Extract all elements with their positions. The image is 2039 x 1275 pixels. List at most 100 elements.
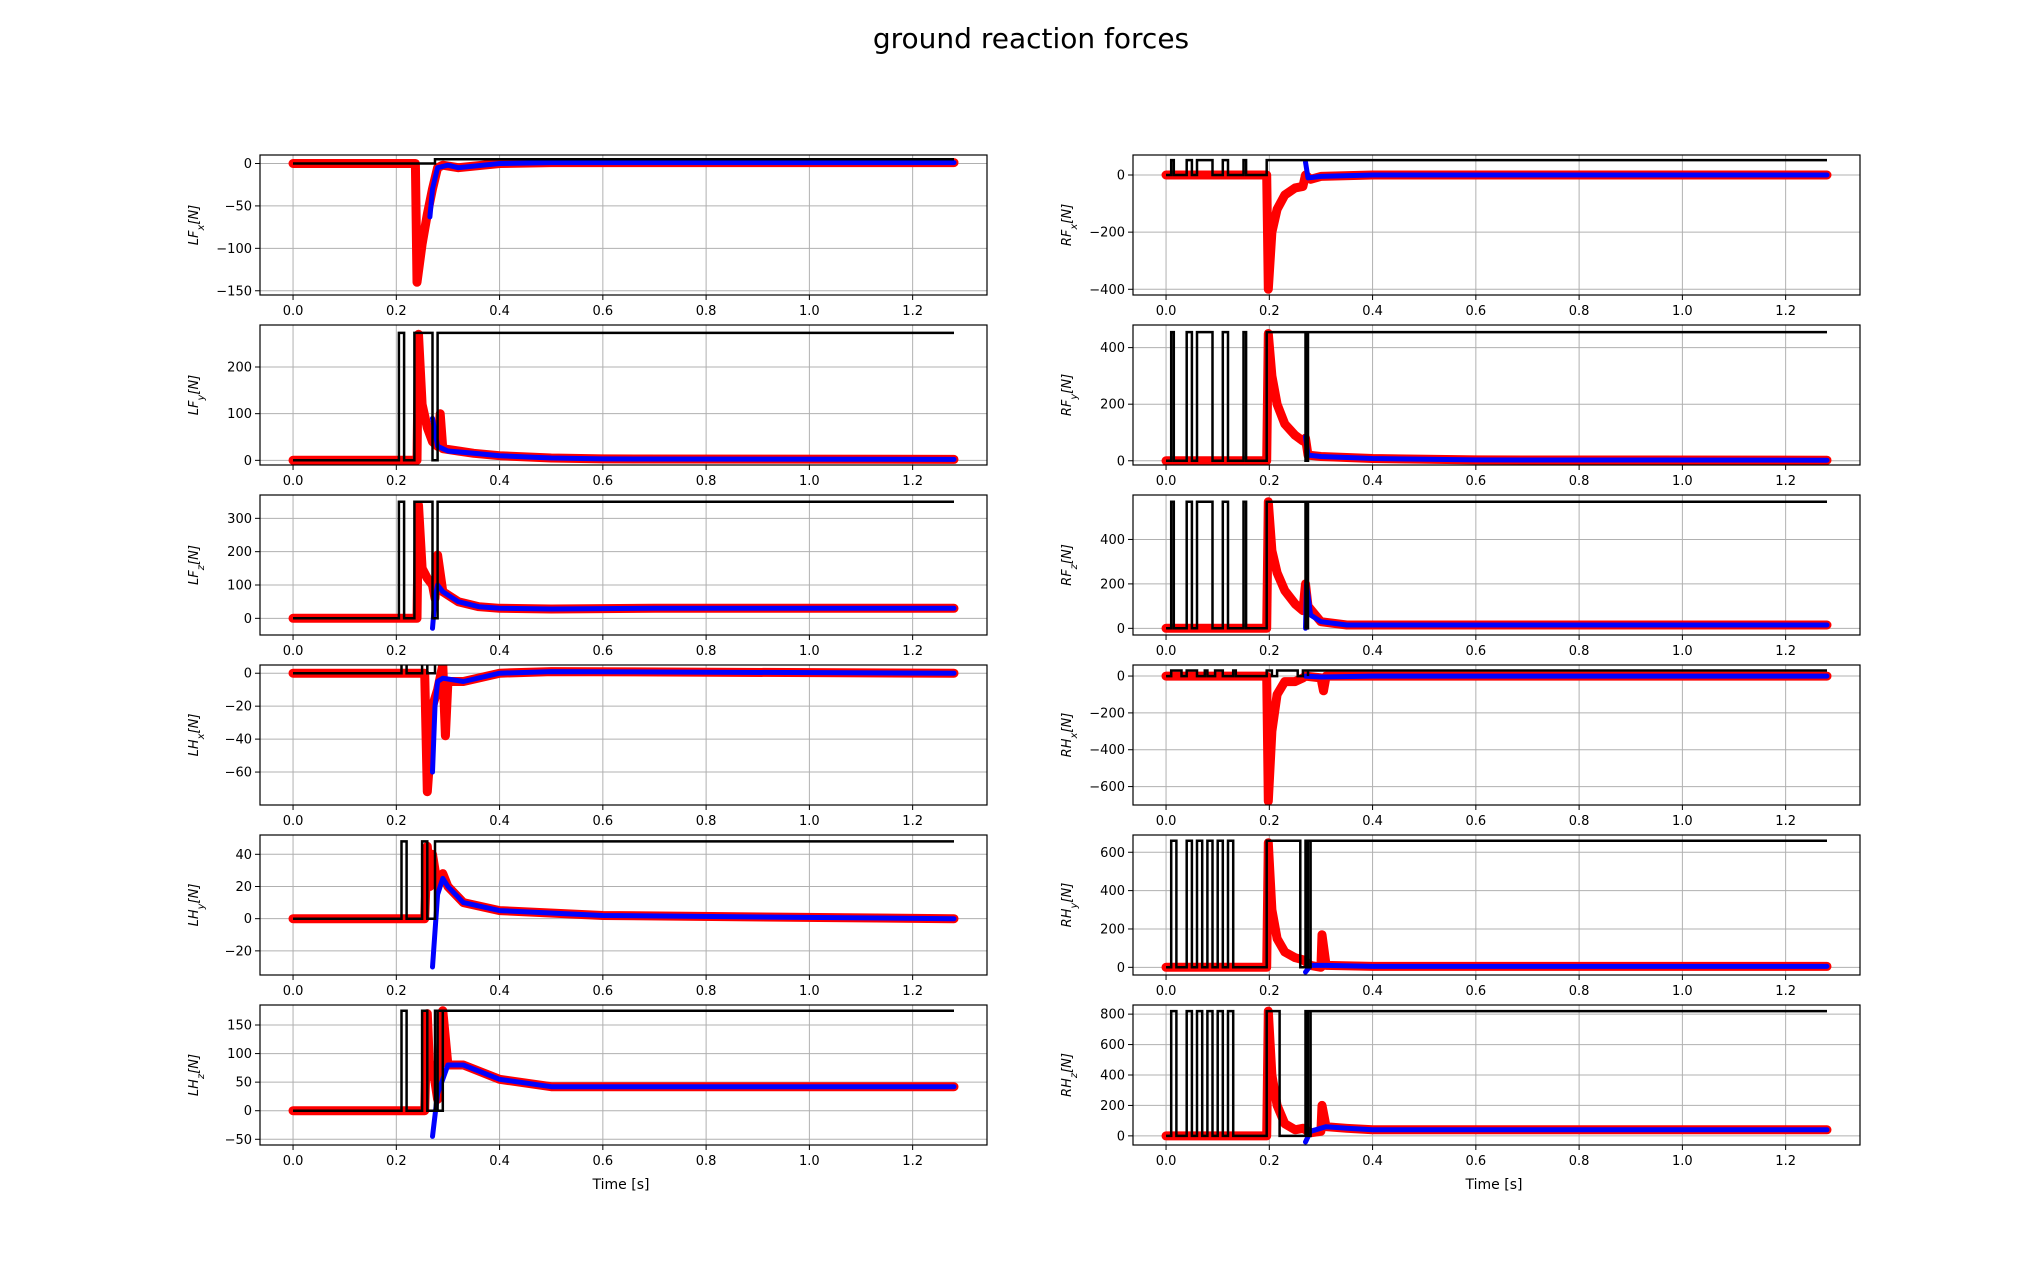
x-tick-label: 1.0 bbox=[1672, 814, 1693, 829]
series-contact-state bbox=[293, 1009, 954, 1112]
y-tick-label: −60 bbox=[225, 766, 252, 781]
y-tick-label: 0 bbox=[1117, 169, 1125, 184]
y-tick-label: 0 bbox=[244, 157, 252, 172]
y-tick-label: 0 bbox=[244, 612, 252, 627]
y-tick-label: 400 bbox=[1100, 533, 1125, 548]
x-tick-label: 0.8 bbox=[1569, 304, 1590, 319]
series-estimated bbox=[1303, 962, 1830, 975]
subplot-lhyn: 0.0 0.2 0.4 0.6 0.8 1.0 1.2 40 20 0 −20 LHy[N] bbox=[187, 834, 988, 999]
x-tick-label: 0.0 bbox=[283, 644, 304, 659]
subplot-rhyn: 0.0 0.2 0.4 0.6 0.8 1.0 1.2 0 200 400 600 RHy[N] bbox=[1060, 834, 1861, 999]
series-measured bbox=[1161, 671, 1832, 805]
axes-frame bbox=[1132, 324, 1861, 466]
y-axis-label: LFy[N] bbox=[187, 375, 207, 416]
x-tick-label: 0.0 bbox=[1156, 814, 1177, 829]
x-tick-label: 0.0 bbox=[1156, 644, 1177, 659]
x-tick-label: 0.6 bbox=[593, 474, 614, 489]
y-tick-label: 400 bbox=[1100, 884, 1125, 899]
x-tick-label: 1.2 bbox=[902, 814, 923, 829]
subplot-rhzn: 0.0 0.2 0.4 0.6 0.8 1.0 1.2 0 200 400 600 800 RHz[N] bbox=[1060, 1004, 1861, 1169]
axes-frame bbox=[259, 154, 988, 296]
y-tick-label: −200 bbox=[1089, 226, 1125, 241]
x-tick-label: 1.0 bbox=[1672, 304, 1693, 319]
x-tick-label: 1.2 bbox=[1775, 474, 1796, 489]
subplot-lfyn: 0.0 0.2 0.4 0.6 0.8 1.0 1.2 0 100 200 LFy[N] bbox=[187, 324, 988, 489]
x-tick-label: 0.2 bbox=[1259, 644, 1280, 659]
y-tick-label: 0 bbox=[1117, 670, 1125, 685]
x-tick-label: 0.4 bbox=[1362, 1154, 1383, 1169]
x-tick-label: 1.0 bbox=[799, 1154, 820, 1169]
series-estimated bbox=[427, 160, 957, 220]
x-tick-label: 1.2 bbox=[1775, 984, 1796, 999]
x-tick-label: 0.2 bbox=[386, 644, 407, 659]
x-tick-label: 0.0 bbox=[1156, 474, 1177, 489]
series-contact-state bbox=[293, 157, 954, 165]
x-tick-label: 0.2 bbox=[1259, 814, 1280, 829]
x-tick-label: 0.4 bbox=[489, 304, 510, 319]
y-tick-label: −100 bbox=[216, 242, 252, 257]
figure-title: ground reaction forces bbox=[873, 22, 1189, 55]
y-tick-label: 0 bbox=[244, 912, 252, 927]
series-contact-state bbox=[1166, 839, 1827, 969]
y-tick-label: 200 bbox=[1100, 577, 1125, 592]
x-tick-label: 1.0 bbox=[799, 814, 820, 829]
y-tick-label: −600 bbox=[1089, 780, 1125, 795]
y-tick-label: 600 bbox=[1100, 846, 1125, 861]
x-tick-label: 1.2 bbox=[1775, 1154, 1796, 1169]
x-tick-label: 1.2 bbox=[902, 304, 923, 319]
axes-frame bbox=[259, 664, 988, 806]
y-tick-label: −200 bbox=[1089, 706, 1125, 721]
x-tick-label: 0.0 bbox=[1156, 1154, 1177, 1169]
series-contact-state bbox=[1166, 330, 1827, 463]
series-measured bbox=[288, 158, 959, 287]
x-tick-label: 0.8 bbox=[1569, 814, 1590, 829]
y-tick-label: 600 bbox=[1100, 1038, 1125, 1053]
subplot-lfxn: 0.0 0.2 0.4 0.6 0.8 1.0 1.2 0 −50 −100 −150 LFx[N] bbox=[187, 154, 988, 319]
x-tick-label: 1.2 bbox=[1775, 814, 1796, 829]
y-tick-label: −150 bbox=[216, 284, 252, 299]
x-tick-label: 0.6 bbox=[1466, 474, 1487, 489]
axes-frame bbox=[259, 1004, 988, 1146]
x-tick-label: 1.0 bbox=[799, 644, 820, 659]
x-tick-label: 1.2 bbox=[902, 474, 923, 489]
y-tick-label: 400 bbox=[1100, 1069, 1125, 1084]
y-tick-label: 50 bbox=[235, 1076, 252, 1091]
y-axis-label: RFy[N] bbox=[1060, 374, 1080, 416]
y-tick-label: −400 bbox=[1089, 283, 1125, 298]
y-tick-label: −20 bbox=[225, 700, 252, 715]
x-tick-label: 0.6 bbox=[1466, 814, 1487, 829]
x-axis-label-left: Time [s] bbox=[592, 1177, 650, 1193]
series-estimated bbox=[430, 669, 957, 775]
series-contact-state bbox=[293, 840, 954, 920]
x-tick-label: 0.0 bbox=[283, 304, 304, 319]
series-measured bbox=[1161, 838, 1832, 972]
x-tick-label: 0.4 bbox=[1362, 814, 1383, 829]
y-tick-label: −50 bbox=[225, 199, 252, 214]
x-tick-label: 0.2 bbox=[1259, 984, 1280, 999]
y-tick-label: −50 bbox=[225, 1133, 252, 1148]
y-tick-label: −20 bbox=[225, 944, 252, 959]
x-tick-label: 0.6 bbox=[1466, 644, 1487, 659]
x-tick-label: 0.4 bbox=[489, 814, 510, 829]
x-tick-label: 0.8 bbox=[696, 1154, 717, 1169]
subplot-grid: 0.0 0.2 0.4 0.6 0.8 1.0 1.20−50−100−150LFx[N]0… bbox=[187, 154, 1861, 1169]
subplot-rfyn: 0.0 0.2 0.4 0.6 0.8 1.0 1.2 0 200 400 RFy[N] bbox=[1060, 324, 1861, 489]
x-tick-label: 0.8 bbox=[696, 304, 717, 319]
subplot-rfxn: 0.0 0.2 0.4 0.6 0.8 1.0 1.2 0 −200 −400 RFx[N] bbox=[1060, 154, 1861, 319]
axes-frame bbox=[259, 324, 988, 466]
series-measured bbox=[288, 841, 959, 924]
x-tick-label: 1.0 bbox=[799, 984, 820, 999]
subplot-lfzn: 0.0 0.2 0.4 0.6 0.8 1.0 1.2 0 100 200 300 LFz[N] bbox=[187, 494, 988, 659]
y-tick-label: 150 bbox=[227, 1019, 252, 1034]
y-axis-label: RFx[N] bbox=[1060, 204, 1080, 246]
series-contact-state bbox=[293, 331, 954, 462]
x-axis-label-right: Time [s] bbox=[1465, 1177, 1523, 1193]
series-estimated bbox=[430, 415, 957, 462]
axes-frame bbox=[259, 834, 988, 976]
x-tick-label: 0.0 bbox=[1156, 984, 1177, 999]
x-tick-label: 1.0 bbox=[799, 474, 820, 489]
series-measured bbox=[288, 329, 959, 465]
y-tick-label: 100 bbox=[227, 579, 252, 594]
x-tick-label: 0.6 bbox=[593, 984, 614, 999]
